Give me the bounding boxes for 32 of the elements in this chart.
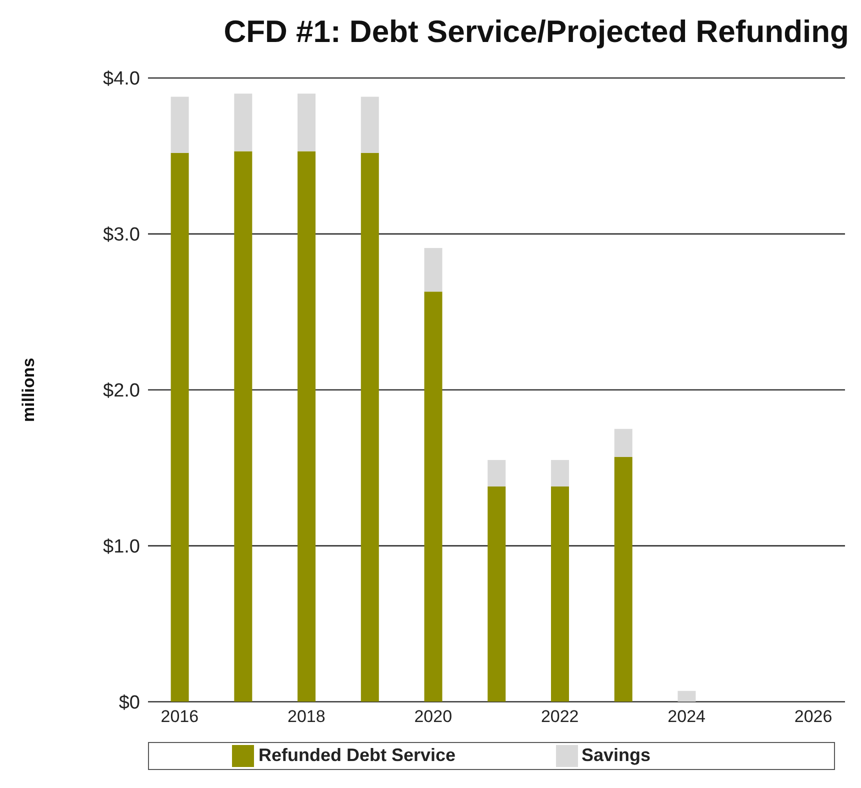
y-tick-label: $2.0 [103,380,140,402]
y-tick-label: $4.0 [103,68,140,90]
bar [550,460,569,487]
x-tick-label: 2016 [160,706,199,726]
x-tick-label: 2022 [540,706,579,726]
bar [678,690,696,702]
bar [298,151,316,702]
bar [234,151,252,702]
bar [360,152,379,702]
bar [550,486,569,702]
chart-title: CFD #1: Debt Service/Projected Refunding [222,13,850,51]
bar [488,460,506,487]
bar [360,96,379,153]
y-tick-label: $1.0 [103,536,140,558]
x-tick-label: 2018 [287,706,326,726]
bar [170,96,189,153]
y-tick-label: $0 [118,692,140,714]
y-tick-label: $3.0 [103,224,140,246]
bar [488,486,506,702]
x-tick-label: 2020 [414,706,452,726]
x-tick-label: 2026 [794,706,832,726]
x-tick-label: 2024 [668,706,706,726]
bar [234,94,252,152]
legend-label: Savings [582,744,651,765]
bar [614,428,632,457]
bar [170,152,189,702]
bar [424,292,442,702]
bar [298,94,316,152]
bar [614,456,632,702]
y-axis-title: millions [19,358,38,422]
bar [424,248,442,292]
legend-label: Refunded Debt Service [258,744,456,765]
